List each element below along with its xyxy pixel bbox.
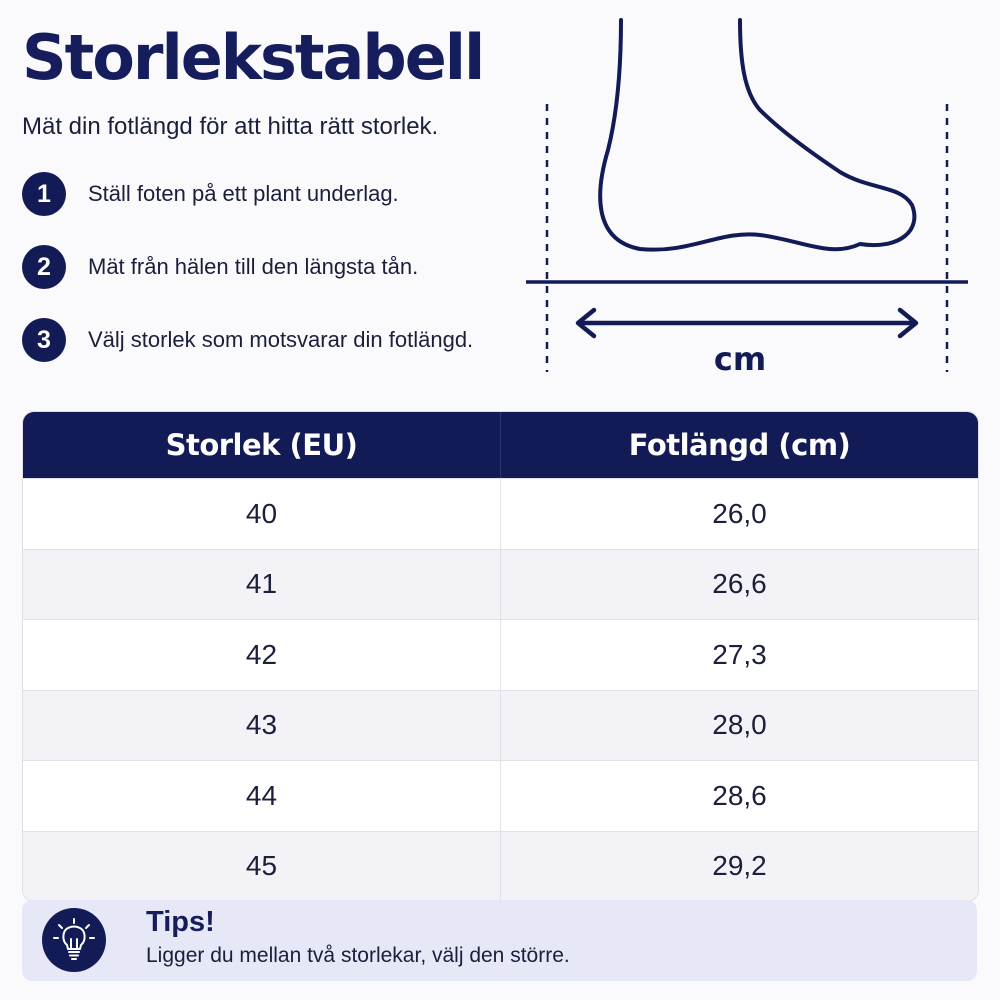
size-table: Storlek (EU) Fotlängd (cm) 40 26,0 41 26… [22,411,979,902]
double-arrow-icon [575,307,919,339]
length-cell: 27,3 [500,620,978,690]
size-cell: 42 [245,638,278,670]
table-row: 40 26,0 [23,478,978,549]
step-2: 2 Mät från hälen till den längsta tån. [22,244,473,290]
tip-box: Tips! Ligger du mellan två storlekar, vä… [22,900,977,981]
length-cell: 26,0 [500,479,978,549]
table-row: 41 26,6 [23,548,978,619]
foot-outline [598,18,917,252]
size-cell: 45 [245,850,278,882]
table-body: 40 26,0 41 26,6 42 27,3 43 28,0 44 28,6 … [23,478,978,901]
step-1: 1 Ställ foten på ett plant underlag. [22,171,473,217]
size-cell: 44 [245,779,278,811]
size-cell: 41 [245,568,278,600]
tip-text: Ligger du mellan två storlekar, välj den… [146,944,570,967]
tip-title: Tips! [146,906,215,938]
table-row: 43 28,0 [23,689,978,760]
step-text: Mät från hälen till den längsta tån. [88,254,419,279]
step-text: Välj storlek som motsvarar din fotlängd. [88,327,474,352]
step-number-badge: 2 [22,245,66,289]
page-subtitle: Mät din fotlängd för att hitta rätt stor… [22,113,439,140]
length-cell: 28,0 [500,690,978,760]
step-number-badge: 3 [22,318,66,362]
table-row: 45 29,2 [23,830,978,901]
column-header-foot-length: Fotlängd (cm) [500,412,978,478]
column-header-size: Storlek (EU) [165,428,358,462]
length-cell: 28,6 [500,761,978,831]
step-number-badge: 1 [22,172,66,216]
instruction-steps: 1 Ställ foten på ett plant underlag. 2 M… [22,171,473,390]
length-cell: 29,2 [500,831,978,901]
page-title: Storlekstabell [22,21,485,94]
step-3: 3 Välj storlek som motsvarar din fotläng… [22,317,473,363]
step-text: Ställ foten på ett plant underlag. [88,181,399,206]
unit-label: cm [714,340,766,378]
table-header: Storlek (EU) Fotlängd (cm) [23,412,978,478]
foot-measure-icon: cm [526,18,968,378]
table-row: 42 27,3 [23,619,978,690]
length-cell: 26,6 [500,549,978,619]
table-row: 44 28,6 [23,760,978,831]
lightbulb-icon [42,908,106,972]
size-cell: 40 [245,497,278,529]
size-cell: 43 [245,709,278,741]
